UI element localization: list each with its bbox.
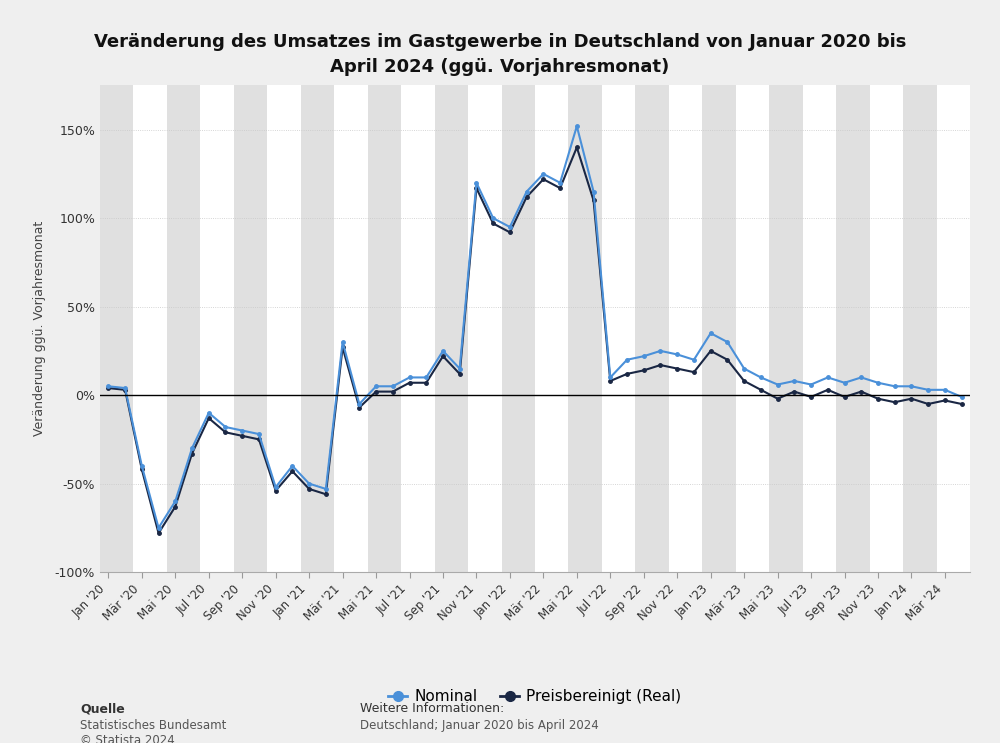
Bar [301,85,334,572]
Preisbereinigt (Real) [420,378,432,387]
Text: Veränderung des Umsatzes im Gastgewerbe in Deutschland von Januar 2020 bis
April: Veränderung des Umsatzes im Gastgewerbe … [94,33,906,77]
Preisbereinigt (Real) [102,383,114,392]
Text: Quelle: Quelle [80,702,125,715]
Preisbereinigt (Real) [571,143,583,152]
Legend: Nominal, Preisbereinigt (Real): Nominal, Preisbereinigt (Real) [382,684,688,710]
Nominal [654,346,666,355]
Preisbereinigt (Real) [654,360,666,369]
Nominal [588,187,600,196]
Preisbereinigt (Real) [688,368,700,377]
Bar [903,85,937,572]
Preisbereinigt (Real) [153,529,165,538]
Text: Statistisches Bundesamt
© Statista 2024: Statistisches Bundesamt © Statista 2024 [80,719,226,743]
Text: Deutschland; Januar 2020 bis April 2024: Deutschland; Januar 2020 bis April 2024 [360,719,599,732]
Bar [502,85,535,572]
Nominal [688,355,700,364]
Nominal [186,444,198,452]
Preisbereinigt (Real) [588,196,600,205]
Bar [769,85,803,572]
Preisbereinigt (Real) [521,192,533,201]
Bar [568,85,602,572]
Nominal [153,523,165,532]
Bar [234,85,267,572]
Bar [836,85,870,572]
Bar [368,85,401,572]
Text: Weitere Informationen:: Weitere Informationen: [360,702,504,715]
Bar [100,85,133,572]
Line: Nominal: Nominal [107,124,963,530]
Nominal [956,392,968,401]
Preisbereinigt (Real) [186,449,198,458]
Y-axis label: Veränderung ggü. Vorjahresmonat: Veränderung ggü. Vorjahresmonat [33,221,46,436]
Nominal [571,122,583,131]
Bar [635,85,669,572]
Preisbereinigt (Real) [956,400,968,409]
Bar [702,85,736,572]
Line: Preisbereinigt (Real): Preisbereinigt (Real) [107,146,963,535]
Nominal [521,187,533,196]
Bar [435,85,468,572]
Nominal [420,373,432,382]
Nominal [102,382,114,391]
Bar [167,85,200,572]
